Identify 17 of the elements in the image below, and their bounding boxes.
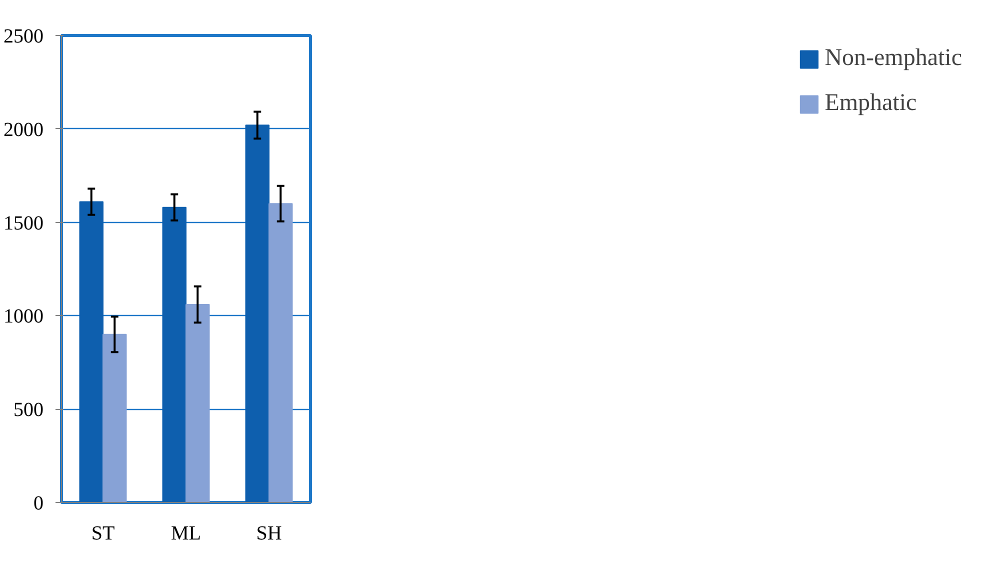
- y-tick-label: 500: [14, 399, 44, 422]
- x-tick-label: ST: [91, 522, 115, 544]
- y-tick-label: 2000: [4, 118, 44, 141]
- y-tick-label: 1000: [4, 306, 44, 328]
- y-tick-label: 2500: [4, 26, 44, 48]
- bar: [186, 304, 210, 502]
- bar: [79, 201, 104, 502]
- legend-label: Non-emphatic: [824, 45, 962, 72]
- x-tick-label: ML: [171, 522, 201, 544]
- y-tick-label: 0: [34, 492, 44, 514]
- y-tick-label: 1500: [4, 212, 44, 234]
- bar: [245, 124, 270, 502]
- bar: [162, 206, 186, 502]
- bar: [102, 334, 127, 502]
- bar: [268, 203, 293, 502]
- legend-label: Emphatic: [824, 90, 917, 117]
- x-tick-label: SH: [256, 522, 282, 544]
